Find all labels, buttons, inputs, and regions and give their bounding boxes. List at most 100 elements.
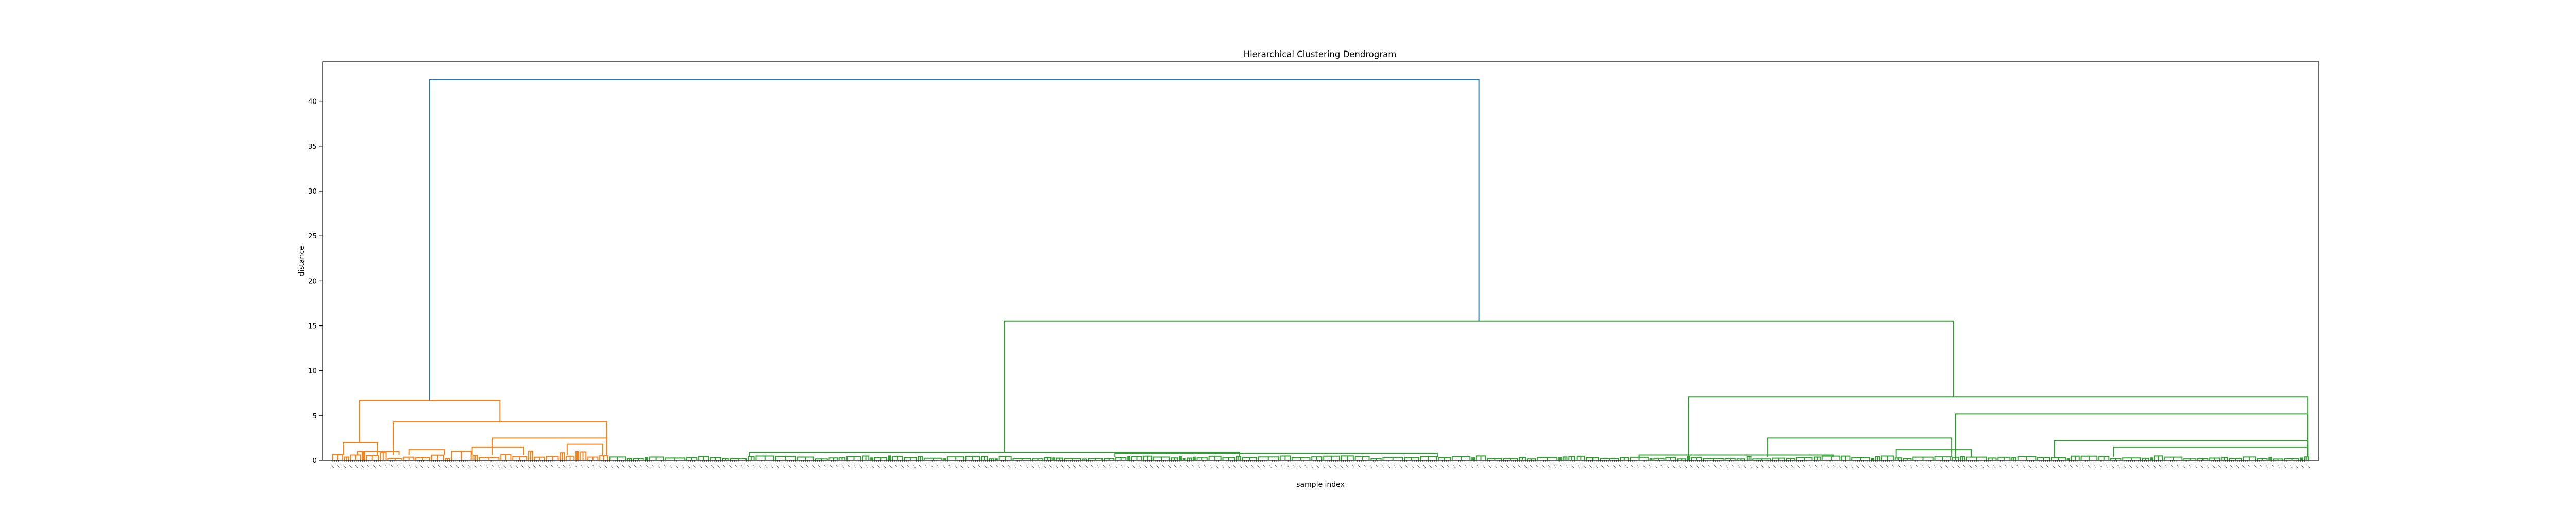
leaf-label xyxy=(806,465,809,468)
leaf-label xyxy=(1702,465,1705,468)
leaf-label xyxy=(557,465,560,468)
leaf-label xyxy=(1322,465,1325,468)
leaf-label xyxy=(1055,465,1058,468)
leaf-label xyxy=(2040,465,2043,468)
leaf-label xyxy=(2165,465,2167,468)
leaf-label xyxy=(1031,465,1035,468)
leaf-label xyxy=(1038,465,1040,468)
leaf-label xyxy=(1316,465,1319,468)
leaf-label xyxy=(2129,465,2132,468)
leaf-label xyxy=(770,465,773,468)
dendrogram-link xyxy=(1114,453,1438,457)
leaf-label xyxy=(533,465,536,468)
leaf-label xyxy=(984,465,987,468)
leaf-label xyxy=(1465,465,1467,468)
leaf-label xyxy=(414,465,417,468)
dendrogram-link xyxy=(1420,456,1437,460)
dendrogram-link xyxy=(1382,456,1403,460)
leaf-label xyxy=(1856,465,1859,468)
leaf-label xyxy=(1103,465,1106,468)
leaf-label xyxy=(2218,465,2221,468)
plot-area xyxy=(332,79,2310,460)
leaf-label xyxy=(1441,465,1444,468)
dendrogram-link xyxy=(1821,455,1841,460)
leaf-label xyxy=(1732,465,1735,468)
dendrogram-link xyxy=(1236,455,1242,460)
leaf-label xyxy=(361,465,364,468)
leaf-label xyxy=(402,465,405,468)
leaf-label xyxy=(1927,465,1930,468)
dendrogram-link xyxy=(918,456,923,460)
leaf-label xyxy=(1286,465,1290,468)
leaf-label xyxy=(586,465,589,468)
leaf-label xyxy=(1815,465,1818,468)
leaf-label xyxy=(1382,465,1384,468)
dendrogram-link xyxy=(1952,456,1959,460)
leaf-label xyxy=(1061,465,1064,468)
leaf-label xyxy=(2106,465,2108,468)
leaf-label xyxy=(1779,465,1782,468)
leaf-label xyxy=(1156,465,1159,468)
leaf-label xyxy=(1435,465,1438,468)
dendrogram-link xyxy=(1131,456,1143,460)
leaf-label xyxy=(373,465,376,468)
leaf-label xyxy=(2272,465,2275,468)
leaf-label xyxy=(343,465,346,468)
leaf-label xyxy=(687,465,690,468)
leaf-label xyxy=(539,465,542,468)
leaf-label xyxy=(978,465,981,468)
leaf-label xyxy=(1696,465,1699,468)
leaf-label xyxy=(1578,465,1580,468)
dendrogram-link xyxy=(965,456,980,460)
leaf-label xyxy=(1126,465,1129,468)
leaf-label xyxy=(2278,465,2280,468)
leaf-label xyxy=(1275,465,1278,468)
dendrogram-link xyxy=(1519,457,1526,460)
dendrogram-link xyxy=(947,456,964,460)
leaf-label xyxy=(723,465,726,468)
dendrogram-link xyxy=(1437,457,1451,460)
leaf-label xyxy=(2058,465,2061,468)
dendrogram-link xyxy=(1179,456,1182,460)
leaf-label xyxy=(2200,465,2204,468)
leaf-label xyxy=(1399,465,1402,468)
leaf-label xyxy=(966,465,969,468)
leaf-label xyxy=(409,465,411,468)
leaf-label xyxy=(2283,465,2286,468)
leaf-label xyxy=(670,465,672,468)
leaf-label xyxy=(1387,465,1391,468)
leaf-label xyxy=(456,465,459,468)
leaf-label xyxy=(2070,465,2073,468)
dendrogram-link xyxy=(1311,456,1323,460)
dendrogram-link xyxy=(2257,458,2268,460)
dendrogram-link xyxy=(1894,457,1902,460)
leaf-label xyxy=(1411,465,1414,468)
leaf-label xyxy=(1138,465,1141,468)
dendrogram-link xyxy=(1064,458,1081,460)
leaf-label xyxy=(1281,465,1283,468)
leaf-label xyxy=(1085,465,1088,468)
leaf-label xyxy=(1453,465,1455,468)
leaf-label xyxy=(693,465,696,468)
leaf-label xyxy=(2094,465,2096,468)
leaf-label xyxy=(1963,465,1966,468)
dendrogram-link xyxy=(1052,457,1056,460)
leaf-label xyxy=(1020,465,1023,468)
leaf-label xyxy=(1642,465,1646,468)
leaf-label xyxy=(545,465,548,468)
leaf-label xyxy=(1524,465,1527,468)
leaf-label xyxy=(1797,465,1800,468)
leaf-label xyxy=(581,465,583,468)
dendrogram-link xyxy=(1576,455,1586,460)
leaf-label xyxy=(1215,465,1218,468)
leaf-label xyxy=(1566,465,1568,468)
leaf-label xyxy=(1251,465,1254,468)
dendrogram-link xyxy=(2110,458,2122,460)
leaf-label xyxy=(1364,465,1367,468)
leaf-label xyxy=(1079,465,1082,468)
leaf-label xyxy=(1583,465,1586,468)
leaf-label xyxy=(1934,465,1936,468)
leaf-label xyxy=(711,465,714,468)
leaf-label xyxy=(2159,465,2162,468)
